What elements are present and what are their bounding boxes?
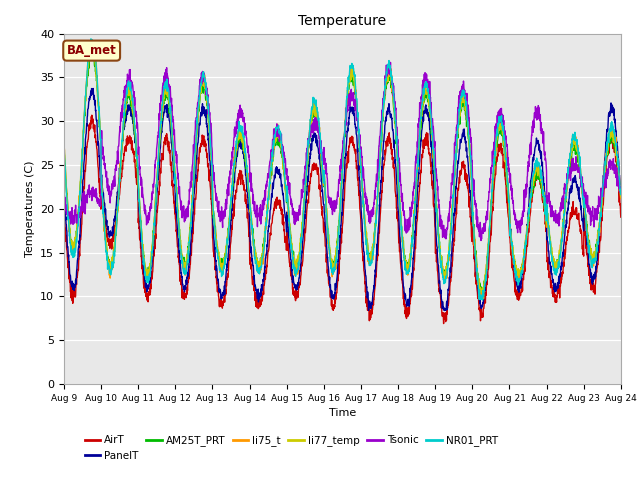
PanelT — [617, 188, 625, 193]
AirT — [584, 254, 591, 260]
li77_temp — [60, 146, 68, 152]
li75_t — [359, 187, 367, 192]
li75_t — [477, 297, 485, 302]
li77_temp — [617, 193, 625, 199]
NR01_PRT — [371, 233, 379, 239]
NR01_PRT — [479, 297, 486, 303]
Line: Tsonic: Tsonic — [64, 62, 621, 240]
AM25T_PRT — [617, 195, 625, 201]
AM25T_PRT — [568, 149, 576, 155]
AM25T_PRT — [88, 44, 96, 49]
Line: AM25T_PRT: AM25T_PRT — [64, 47, 621, 297]
li75_t — [584, 235, 591, 240]
Title: Temperature: Temperature — [298, 14, 387, 28]
AM25T_PRT — [584, 230, 591, 236]
PanelT — [216, 288, 223, 294]
Line: NR01_PRT: NR01_PRT — [64, 39, 621, 300]
AirT — [568, 204, 576, 210]
NR01_PRT — [359, 189, 367, 195]
li77_temp — [479, 289, 486, 295]
NR01_PRT — [505, 193, 513, 199]
AM25T_PRT — [479, 294, 486, 300]
NR01_PRT — [584, 237, 591, 242]
AirT — [60, 200, 68, 206]
AM25T_PRT — [505, 197, 513, 203]
Line: PanelT: PanelT — [64, 88, 621, 311]
NR01_PRT — [60, 146, 68, 152]
NR01_PRT — [568, 136, 576, 142]
li75_t — [88, 38, 95, 44]
PanelT — [568, 186, 576, 192]
li77_temp — [87, 41, 95, 47]
AM25T_PRT — [371, 229, 379, 235]
Tsonic — [505, 161, 513, 167]
li75_t — [216, 261, 223, 266]
li75_t — [371, 228, 379, 233]
PanelT — [359, 230, 367, 236]
Tsonic — [584, 192, 591, 198]
PanelT — [60, 183, 68, 189]
AM25T_PRT — [359, 188, 367, 193]
Tsonic — [387, 60, 394, 65]
li77_temp — [216, 258, 223, 264]
PanelT — [371, 273, 379, 278]
AM25T_PRT — [216, 262, 223, 268]
AirT — [216, 304, 223, 310]
Tsonic — [216, 208, 223, 214]
li75_t — [505, 191, 513, 196]
X-axis label: Time: Time — [329, 408, 356, 418]
li75_t — [617, 196, 625, 202]
Line: li77_temp: li77_temp — [64, 44, 621, 292]
li77_temp — [371, 230, 379, 236]
li77_temp — [584, 229, 591, 235]
NR01_PRT — [87, 36, 95, 42]
li77_temp — [505, 196, 513, 202]
Line: AirT: AirT — [64, 115, 621, 324]
NR01_PRT — [617, 192, 625, 197]
li75_t — [568, 140, 576, 145]
AirT — [359, 251, 367, 256]
li77_temp — [568, 144, 576, 150]
PanelT — [505, 193, 513, 199]
Tsonic — [371, 195, 378, 201]
AirT — [617, 214, 625, 220]
Tsonic — [568, 167, 576, 172]
AirT — [440, 321, 447, 326]
Legend: AirT, PanelT, AM25T_PRT, li75_t, li77_temp, Tsonic, NR01_PRT: AirT, PanelT, AM25T_PRT, li75_t, li77_te… — [81, 431, 502, 465]
AirT — [88, 112, 96, 118]
li75_t — [60, 143, 68, 148]
Tsonic — [60, 202, 68, 208]
PanelT — [440, 308, 448, 313]
Tsonic — [617, 184, 625, 190]
PanelT — [584, 243, 591, 249]
Tsonic — [477, 238, 485, 243]
NR01_PRT — [216, 267, 223, 273]
AM25T_PRT — [60, 148, 68, 154]
li77_temp — [359, 187, 367, 193]
Y-axis label: Temperatures (C): Temperatures (C) — [24, 160, 35, 257]
AirT — [505, 214, 513, 220]
Text: BA_met: BA_met — [67, 44, 116, 57]
Tsonic — [358, 168, 366, 173]
Line: li75_t: li75_t — [64, 41, 621, 300]
PanelT — [90, 85, 97, 91]
AirT — [371, 286, 379, 292]
